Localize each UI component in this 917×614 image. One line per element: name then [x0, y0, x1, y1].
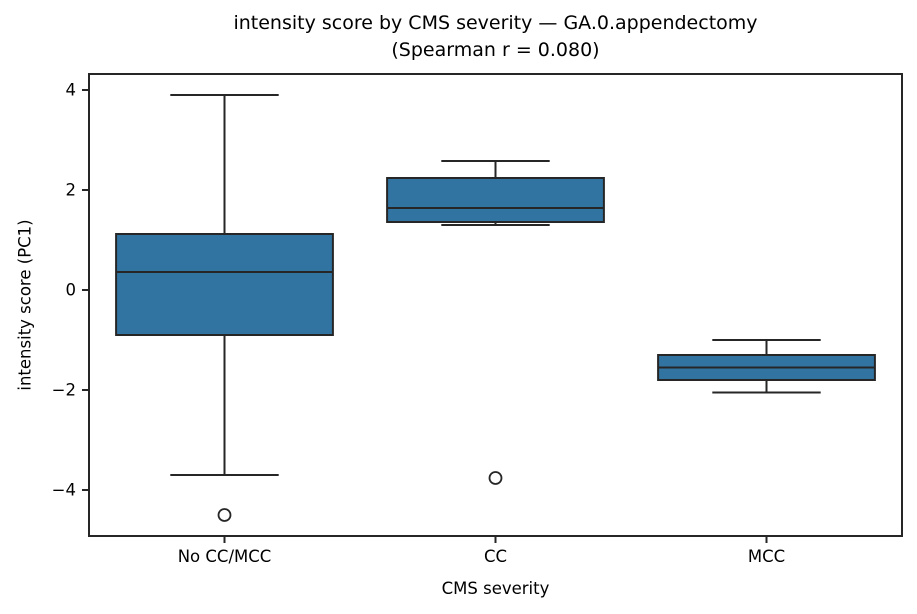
chart-title-line2: (Spearman r = 0.080)	[391, 39, 600, 61]
y-tick-label: −4	[52, 481, 76, 500]
y-tick-label: 2	[66, 181, 77, 200]
x-tick-label: CC	[484, 547, 507, 566]
y-tick-label: 4	[66, 81, 77, 100]
x-tick-label: No CC/MCC	[178, 547, 272, 566]
chart-title: intensity score by CMS severity — GA.0.a…	[89, 10, 902, 64]
box-2	[386, 177, 605, 223]
y-tick-label: −2	[52, 381, 76, 400]
x-tick-label: MCC	[748, 547, 785, 566]
y-tick-label: 0	[66, 281, 77, 300]
chart-title-line1: intensity score by CMS severity — GA.0.a…	[233, 12, 758, 34]
outlier-point	[217, 508, 232, 522]
box-1	[115, 233, 334, 336]
x-axis-label: CMS severity	[441, 579, 550, 598]
outlier-point	[488, 471, 503, 485]
